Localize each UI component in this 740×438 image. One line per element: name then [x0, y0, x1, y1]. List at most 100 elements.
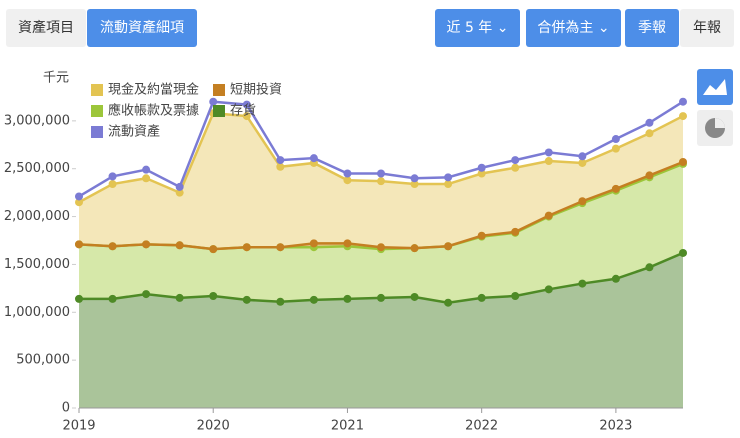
point — [142, 174, 151, 183]
point — [578, 279, 587, 288]
point — [444, 298, 453, 307]
point — [309, 154, 318, 163]
legend-swatch — [91, 126, 103, 138]
point — [679, 248, 687, 257]
point — [108, 242, 117, 251]
point — [645, 118, 654, 127]
point — [75, 294, 83, 303]
point — [511, 292, 520, 301]
point — [377, 293, 385, 302]
point — [75, 192, 83, 201]
point — [276, 297, 285, 306]
point — [242, 112, 251, 121]
point — [611, 274, 620, 283]
point — [511, 163, 520, 172]
point — [444, 242, 453, 251]
point — [611, 144, 620, 153]
point — [578, 197, 587, 206]
pie-chart-icon[interactable] — [697, 110, 733, 146]
point — [175, 293, 184, 302]
legend-label: 存貨 — [230, 103, 256, 119]
point — [645, 171, 654, 180]
point — [645, 263, 654, 272]
y-tick-label: 1,000,000 — [4, 305, 70, 320]
point — [679, 97, 687, 106]
point — [679, 112, 687, 121]
point — [175, 188, 184, 197]
line-chart-icon[interactable] — [697, 69, 733, 105]
point — [544, 285, 553, 294]
point — [544, 157, 553, 166]
point — [75, 198, 83, 207]
area — [79, 113, 683, 250]
legend-swatch — [91, 105, 103, 117]
point — [410, 292, 419, 301]
scope-dropdown[interactable]: 合併為主 ⌄ — [526, 9, 621, 47]
point — [209, 245, 218, 254]
point — [611, 184, 620, 193]
icon — [705, 118, 725, 138]
legend-swatch — [213, 84, 225, 96]
point — [343, 239, 352, 248]
point — [444, 173, 453, 182]
point — [410, 244, 419, 253]
point — [209, 97, 218, 106]
legend-label: 應收帳款及票據 — [108, 103, 199, 119]
point — [578, 158, 587, 167]
point — [410, 174, 419, 183]
point — [410, 180, 419, 189]
point — [242, 243, 251, 252]
point — [175, 241, 184, 250]
y-tick-label: 2,000,000 — [4, 209, 70, 224]
point — [309, 239, 318, 248]
point — [343, 294, 352, 303]
point — [477, 293, 486, 302]
area — [79, 163, 683, 303]
point — [142, 165, 151, 174]
point — [679, 158, 687, 167]
point — [444, 180, 453, 189]
point — [108, 294, 117, 303]
point — [209, 292, 218, 301]
legend-swatch — [213, 105, 225, 117]
point — [75, 240, 83, 249]
point — [242, 295, 251, 304]
y-tick-label: 1,500,000 — [4, 257, 70, 272]
point — [377, 169, 385, 178]
point — [309, 295, 318, 304]
period-dropdown[interactable]: 近 5 年 ⌄ — [435, 9, 520, 47]
point — [477, 163, 486, 172]
point — [276, 243, 285, 252]
point — [544, 148, 553, 157]
point — [343, 169, 352, 178]
point — [578, 152, 587, 161]
x-tick-label: 2022 — [465, 419, 498, 434]
y-tick-label: 500,000 — [16, 353, 70, 368]
icon — [703, 79, 727, 95]
freq[interactable]: 年報 — [680, 9, 734, 47]
point — [108, 172, 117, 181]
point — [242, 100, 251, 109]
point — [377, 243, 385, 252]
point — [377, 177, 385, 186]
tab-active[interactable]: 流動資產細項 — [87, 9, 197, 47]
point — [276, 156, 285, 165]
y-tick-label: 3,000,000 — [4, 113, 70, 128]
y-tick-label: 2,500,000 — [4, 161, 70, 176]
legend-label: 短期投資 — [230, 82, 282, 98]
point — [477, 231, 486, 240]
point — [645, 129, 654, 138]
scope-label: 合併為主 — [537, 20, 594, 36]
tab[interactable]: 資產項目 — [6, 9, 86, 47]
legend-label: 現金及約當現金 — [108, 82, 199, 98]
legend-label: 流動資產 — [108, 124, 160, 140]
point — [544, 211, 553, 220]
point — [477, 169, 486, 178]
point — [611, 135, 620, 144]
x-tick-label: 2021 — [331, 419, 364, 434]
point — [108, 180, 117, 189]
point — [142, 290, 151, 299]
point — [175, 182, 184, 191]
freq-active[interactable]: 季報 — [625, 9, 679, 47]
